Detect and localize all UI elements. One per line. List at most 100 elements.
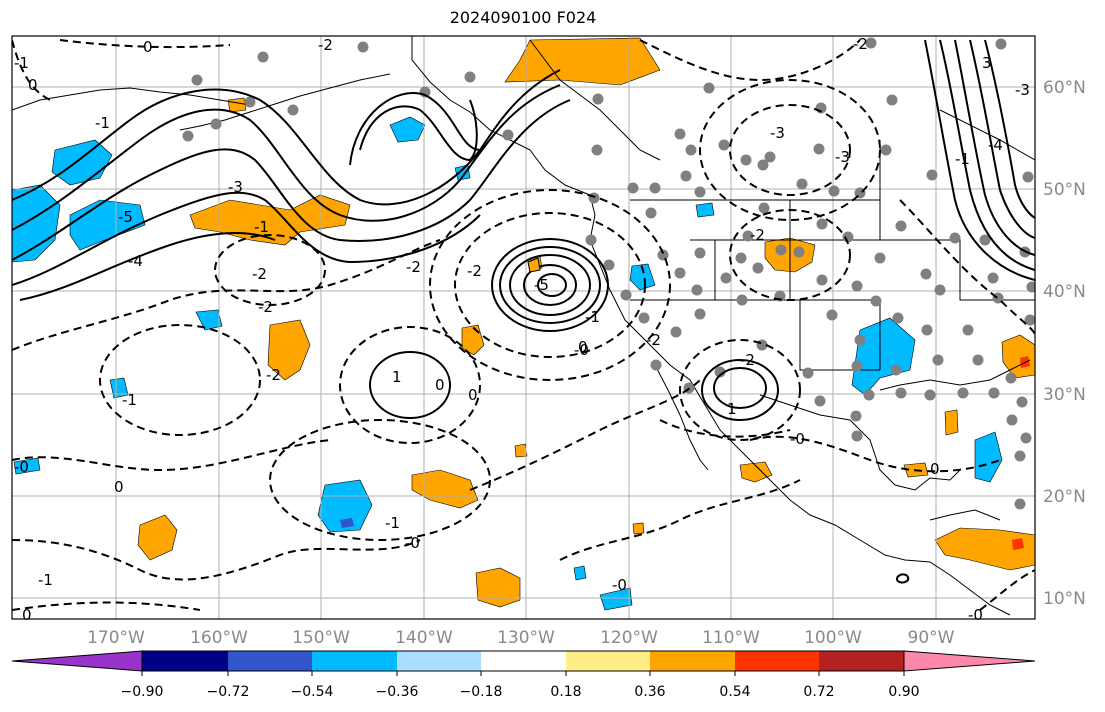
contour-label: -0 bbox=[968, 606, 983, 624]
contour-label: 1 bbox=[392, 368, 402, 386]
contour-label: 0 bbox=[468, 386, 478, 404]
longitude-label: 100°W bbox=[804, 628, 862, 648]
contour-label: -4 bbox=[128, 252, 143, 270]
shade-blue bbox=[974, 431, 1003, 483]
contour-label: -1 bbox=[14, 54, 29, 72]
contour-label: -3 bbox=[1015, 81, 1030, 99]
latitude-label: 30°N bbox=[1043, 385, 1086, 405]
latitude-label: 60°N bbox=[1043, 78, 1086, 98]
contour-label: -2 bbox=[252, 265, 267, 283]
shade-darkblue bbox=[340, 518, 354, 528]
contour-label: -1 bbox=[955, 150, 970, 168]
shade-orange bbox=[934, 527, 1035, 571]
contour-label: -0 bbox=[790, 430, 805, 448]
colorbar-segment bbox=[312, 651, 397, 671]
colorbar-segment bbox=[819, 651, 904, 671]
colorbar-segment bbox=[397, 651, 481, 671]
coastlines bbox=[12, 36, 1035, 616]
contour-label: -2 bbox=[467, 262, 482, 280]
contour-label: -2 bbox=[853, 35, 868, 53]
colorbar-tick-label: 0.90 bbox=[888, 684, 919, 700]
shade-blue bbox=[317, 479, 373, 533]
shade-orange bbox=[227, 97, 247, 113]
contour-label: -5 bbox=[118, 208, 133, 226]
shade-orange bbox=[475, 567, 521, 608]
contour-label: -1 bbox=[122, 391, 137, 409]
colorbar-extend-low bbox=[11, 650, 143, 672]
colorbar-segment bbox=[228, 651, 312, 671]
contour-label: -2 bbox=[258, 298, 273, 316]
contour-label: -0 bbox=[612, 576, 627, 594]
shading-layer bbox=[12, 37, 1035, 611]
contour-label: -1 bbox=[38, 571, 53, 589]
contour-label: -2 bbox=[750, 226, 765, 244]
colorbar-tick-label: −0.36 bbox=[376, 684, 419, 700]
contour-label: -2 bbox=[646, 331, 661, 349]
longitude-axis: 170°W 160°W 150°W 140°W 130°W 120°W 110°… bbox=[87, 628, 955, 648]
shade-blue bbox=[629, 263, 656, 291]
solid-contours bbox=[12, 39, 1035, 584]
colorbar-segment bbox=[566, 651, 650, 671]
shade-orange bbox=[944, 409, 959, 436]
colorbar-segment bbox=[142, 651, 228, 671]
contour-label: 0 bbox=[114, 478, 124, 496]
colorbar-tick-label: 0.54 bbox=[719, 684, 750, 700]
contour-label: -1 bbox=[254, 218, 269, 236]
shade-orange bbox=[137, 514, 178, 561]
contour-label: 3 bbox=[982, 54, 992, 72]
shade-orange bbox=[1001, 334, 1035, 379]
colorbar-tick-label: −0.54 bbox=[291, 684, 334, 700]
shade-orange bbox=[632, 522, 645, 535]
shade-blue bbox=[195, 309, 223, 331]
longitude-label: 130°W bbox=[497, 628, 555, 648]
shade-red bbox=[1012, 538, 1024, 550]
longitude-label: 160°W bbox=[190, 628, 248, 648]
contour-label: 0 bbox=[930, 460, 940, 478]
shade-blue bbox=[389, 116, 426, 143]
colorbar-tick-label: 0.18 bbox=[550, 684, 581, 700]
contour-label: 0 bbox=[435, 376, 445, 394]
contour-label: 0 bbox=[143, 38, 153, 56]
colorbar-tick-label: −0.18 bbox=[460, 684, 503, 700]
colorbar-extend-high bbox=[903, 650, 1036, 672]
shade-blue bbox=[12, 184, 61, 263]
contour-label: -0 bbox=[14, 458, 29, 476]
longitude-label: 110°W bbox=[702, 628, 760, 648]
shade-orange bbox=[739, 461, 773, 483]
contour-label: -0 bbox=[574, 341, 589, 359]
latitude-label: 50°N bbox=[1043, 180, 1086, 200]
contour-label: 0 bbox=[28, 76, 38, 94]
latitude-axis: 60°N 50°N 40°N 30°N 20°N 10°N bbox=[1043, 78, 1086, 609]
contour-label: 0 bbox=[22, 606, 32, 624]
latitude-label: 40°N bbox=[1043, 282, 1086, 302]
longitude-label: 90°W bbox=[908, 628, 955, 648]
colorbar-segment bbox=[735, 651, 819, 671]
contour-label: -0 bbox=[405, 534, 420, 552]
shade-blue bbox=[573, 565, 587, 581]
shade-orange bbox=[267, 319, 311, 381]
contour-label: -1 bbox=[95, 114, 110, 132]
contour-label: -1 bbox=[585, 308, 600, 326]
colorbar-segment bbox=[650, 651, 735, 671]
small-markers bbox=[527, 257, 541, 273]
shade-orange bbox=[504, 37, 661, 86]
shade-orange bbox=[514, 443, 528, 458]
contour-label: -2 bbox=[740, 351, 755, 369]
colorbar-segment bbox=[481, 651, 566, 671]
longitude-label: 150°W bbox=[292, 628, 350, 648]
contour-label-layer: -2 0 -1 -2 -3 -2 -4 -1 -3 -5 -2 -2 -2 -2… bbox=[14, 35, 1030, 624]
colorbar-tick-label: 0.36 bbox=[634, 684, 665, 700]
shade-blue bbox=[695, 202, 715, 218]
longitude-label: 170°W bbox=[87, 628, 145, 648]
contour-label: -2 bbox=[318, 36, 333, 54]
contour-label: -4 bbox=[988, 136, 1003, 154]
shade-blue bbox=[109, 377, 129, 399]
contour-label: 0 bbox=[578, 338, 588, 356]
latitude-label: 10°N bbox=[1043, 589, 1086, 609]
contour-label: -5 bbox=[534, 276, 549, 294]
contour-label: -1 bbox=[385, 514, 400, 532]
map-frame bbox=[11, 35, 1036, 620]
latitude-label: 20°N bbox=[1043, 487, 1086, 507]
colorbar-tick-label: −0.72 bbox=[207, 684, 250, 700]
